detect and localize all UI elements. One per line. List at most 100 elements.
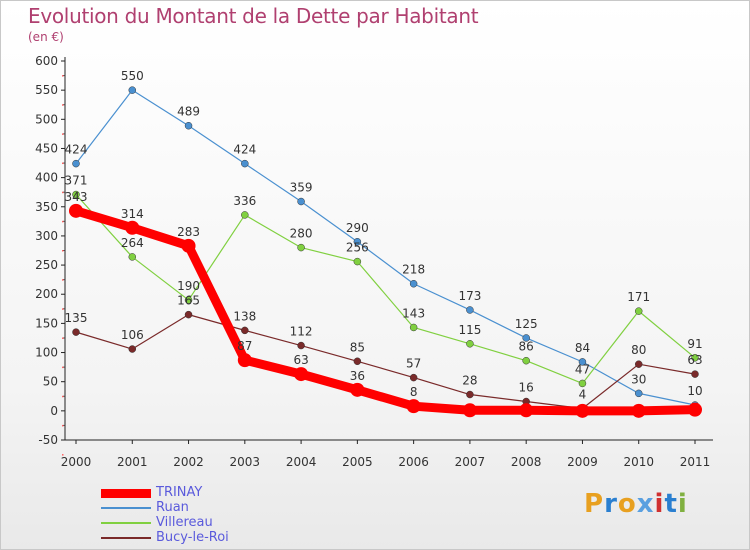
y-tick-label: 150 bbox=[35, 316, 58, 330]
data-label: 47 bbox=[575, 362, 590, 376]
x-tick-label: 2006 bbox=[398, 455, 429, 469]
x-tick-label: 2005 bbox=[342, 455, 373, 469]
data-label: 190 bbox=[177, 279, 200, 293]
data-point-ruan bbox=[353, 238, 362, 246]
data-label: 36 bbox=[350, 369, 365, 383]
x-tick-label: 2000 bbox=[61, 455, 92, 469]
y-tick-label: 100 bbox=[35, 346, 58, 360]
data-point-villereau bbox=[128, 253, 137, 261]
y-minor-marker bbox=[62, 75, 64, 77]
data-label: 30 bbox=[631, 372, 646, 386]
y-minor-marker bbox=[62, 424, 64, 427]
y-minor-marker bbox=[62, 104, 64, 106]
data-label: 28 bbox=[462, 374, 477, 388]
data-point-trinay bbox=[125, 220, 140, 235]
data-label: 86 bbox=[519, 340, 534, 354]
logo-letter: o bbox=[617, 489, 637, 519]
x-tick-label: 2003 bbox=[230, 455, 261, 469]
legend-label: Bucy-le-Roi bbox=[156, 530, 229, 545]
data-point-villereau bbox=[522, 356, 530, 365]
data-label: 112 bbox=[290, 325, 313, 339]
data-label: 138 bbox=[233, 309, 256, 323]
data-label: 143 bbox=[402, 306, 425, 320]
y-tick-label: 550 bbox=[35, 83, 58, 97]
data-label: 314 bbox=[121, 207, 144, 221]
data-point-ruan bbox=[466, 306, 474, 314]
data-point-bucy-le-roi bbox=[409, 373, 418, 382]
y-tick-label: 500 bbox=[35, 112, 58, 126]
logo-letter: P bbox=[584, 489, 605, 519]
data-point-villereau bbox=[634, 307, 643, 315]
data-point-ruan bbox=[72, 159, 80, 168]
series-line-bucy-le-roi bbox=[75, 314, 696, 410]
data-point-villereau bbox=[578, 379, 587, 388]
data-point-trinay bbox=[519, 403, 534, 418]
data-point-trinay bbox=[181, 238, 196, 253]
x-tick-label: 2002 bbox=[173, 455, 204, 469]
data-point-ruan bbox=[522, 334, 530, 342]
data-label: 165 bbox=[177, 294, 200, 308]
data-label: 424 bbox=[233, 143, 256, 157]
data-point-ruan bbox=[634, 389, 643, 398]
data-label: 63 bbox=[687, 353, 702, 367]
x-tick-label: 2011 bbox=[680, 455, 711, 469]
data-label: 343 bbox=[65, 190, 88, 204]
data-labels-layer: 343 314 283 87 63 36 8 424 550 489 424 359 290 218 173… bbox=[65, 69, 703, 401]
x-tick-label: 2007 bbox=[455, 455, 486, 469]
data-point-villereau bbox=[241, 211, 249, 219]
data-label: 135 bbox=[65, 311, 88, 325]
legend-swatch bbox=[101, 537, 151, 539]
data-point-villereau bbox=[297, 243, 305, 252]
data-point-trinay bbox=[631, 403, 646, 418]
proxiti-logo: Proxiti bbox=[584, 489, 688, 519]
data-label: 171 bbox=[627, 290, 650, 304]
series-line-trinay bbox=[71, 206, 700, 416]
data-label: 173 bbox=[458, 289, 481, 303]
data-point-trinay bbox=[350, 382, 365, 397]
y-minor-marker bbox=[62, 162, 64, 165]
data-label: 91 bbox=[687, 337, 702, 351]
data-label: 424 bbox=[65, 143, 88, 157]
data-label: 57 bbox=[406, 357, 421, 371]
data-label: 489 bbox=[177, 105, 200, 119]
series-layer bbox=[69, 86, 702, 418]
data-point-villereau bbox=[691, 354, 699, 362]
data-point-bucy-le-roi bbox=[72, 328, 80, 336]
data-label: 85 bbox=[350, 340, 365, 354]
y-minor-marker bbox=[62, 337, 64, 339]
data-point-villereau bbox=[72, 190, 80, 199]
y-minor-marker bbox=[62, 395, 64, 398]
data-label: 8 bbox=[410, 385, 418, 399]
y-minor-marker bbox=[62, 220, 64, 223]
y-minor-marker bbox=[62, 308, 64, 310]
data-point-ruan bbox=[409, 279, 418, 288]
y-minor-marker bbox=[62, 366, 64, 369]
y-tick-label: 250 bbox=[35, 258, 58, 272]
data-point-trinay bbox=[69, 203, 83, 218]
data-point-villereau bbox=[353, 257, 362, 266]
data-label: 283 bbox=[177, 225, 200, 239]
x-tick-label: 2001 bbox=[117, 455, 148, 469]
y-tick-label: 50 bbox=[43, 375, 58, 389]
legend-label: Villereau bbox=[156, 515, 213, 530]
series-line-villereau bbox=[75, 193, 696, 385]
data-point-trinay bbox=[294, 367, 309, 382]
data-point-trinay bbox=[575, 403, 590, 418]
data-point-bucy-le-roi bbox=[353, 357, 362, 366]
legend-label: Ruan bbox=[156, 500, 189, 515]
data-point-ruan bbox=[241, 159, 249, 168]
y-tick-label: 350 bbox=[35, 200, 58, 214]
data-label: 10 bbox=[687, 384, 702, 398]
data-label: 290 bbox=[346, 221, 369, 235]
data-label: 550 bbox=[121, 69, 144, 83]
legend-swatch bbox=[101, 522, 151, 524]
data-point-ruan bbox=[297, 197, 305, 206]
data-point-bucy-le-roi bbox=[128, 345, 137, 353]
data-label: 115 bbox=[458, 323, 481, 337]
y-minor-marker bbox=[62, 133, 64, 135]
y-tick-label: -50 bbox=[38, 433, 58, 447]
data-label: 4 bbox=[579, 388, 587, 402]
data-point-bucy-le-roi bbox=[634, 360, 643, 368]
data-label: 106 bbox=[121, 328, 144, 342]
